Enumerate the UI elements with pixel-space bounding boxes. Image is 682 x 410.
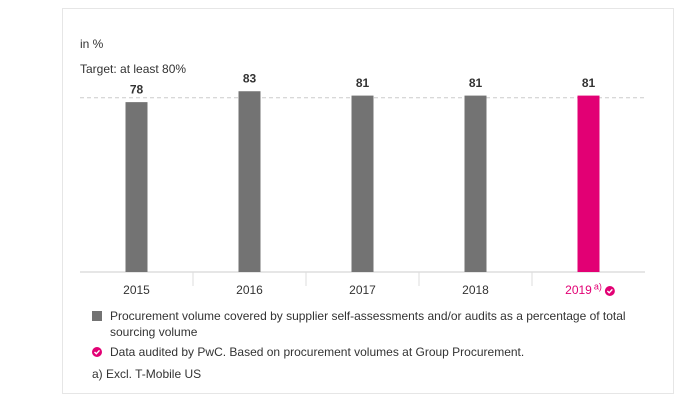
- x-tick-label: 2018: [462, 283, 489, 297]
- value-label: 83: [243, 71, 257, 85]
- bar: [464, 95, 487, 272]
- value-label: 81: [469, 76, 483, 90]
- legend-marker: [92, 347, 102, 357]
- x-tick-label: 2015: [123, 283, 150, 297]
- footnote: a) Excl. T-Mobile US: [92, 367, 202, 381]
- bar: [351, 95, 374, 272]
- legend-text: Data audited by PwC. Based on procuremen…: [110, 345, 525, 359]
- bar: [125, 102, 148, 272]
- audit-icon: [92, 347, 102, 357]
- legend-text: Procurement volume covered by supplier s…: [110, 309, 626, 339]
- value-label: 81: [356, 76, 370, 90]
- card: [62, 8, 674, 394]
- legend-square: [92, 311, 102, 321]
- category-note: a): [594, 281, 602, 291]
- unit-label: in %: [80, 37, 104, 51]
- x-tick-label: 2016: [236, 283, 263, 297]
- audit-check: [606, 288, 613, 294]
- audit-icon: [604, 286, 615, 296]
- legend: Procurement volume covered by supplier s…: [92, 308, 652, 382]
- bar: [238, 91, 261, 272]
- x-tick-label: 2019: [565, 283, 592, 297]
- bar: [577, 95, 600, 272]
- value-label: 81: [582, 76, 596, 90]
- legend-entry: Data audited by PwC. Based on procuremen…: [92, 344, 652, 360]
- legend-marker: [92, 311, 102, 321]
- value-label: 78: [130, 82, 144, 96]
- x-tick-label: 2017: [349, 283, 376, 297]
- legend-entry: Procurement volume covered by supplier s…: [92, 308, 652, 340]
- target-label: Target: at least 80%: [80, 62, 186, 76]
- audit-check: [94, 349, 101, 355]
